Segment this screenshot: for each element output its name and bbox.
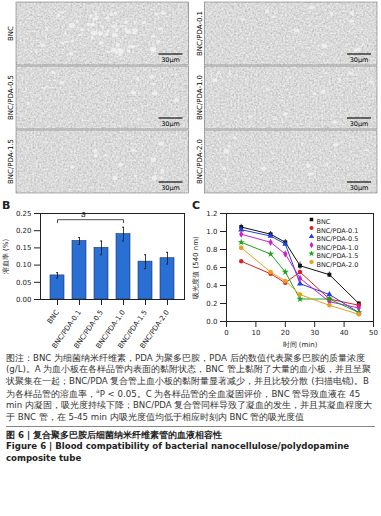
svg-text:0.4: 0.4 xyxy=(206,282,218,290)
svg-text:BNC/PDA-0.1: BNC/PDA-0.1 xyxy=(196,11,204,56)
svg-text:0.2: 0.2 xyxy=(206,300,217,308)
svg-text:BNC/PDA-0.1: BNC/PDA-0.1 xyxy=(50,308,83,351)
html-text:B: B xyxy=(2,199,11,212)
svg-text:40: 40 xyxy=(340,329,349,337)
svg-text:0.00: 0.00 xyxy=(16,296,32,304)
svg-text:10: 10 xyxy=(251,329,260,337)
svg-text:0.05: 0.05 xyxy=(16,279,32,287)
svg-text:BNC: BNC xyxy=(7,26,15,41)
svg-text:30: 30 xyxy=(310,329,319,337)
html-text:C: C xyxy=(192,199,201,212)
svg-text:BNC/PDA-1.5: BNC/PDA-1.5 xyxy=(116,308,149,351)
svg-text:BNC/PDA-1.0: BNC/PDA-1.0 xyxy=(317,244,359,252)
svg-text:BNC/PDA-0.5: BNC/PDA-0.5 xyxy=(72,308,105,351)
svg-text:0.0: 0.0 xyxy=(206,318,217,326)
svg-text:0: 0 xyxy=(224,329,228,337)
svg-text:a: a xyxy=(81,210,86,219)
svg-text:30μm: 30μm xyxy=(161,184,180,192)
svg-text:30μm: 30μm xyxy=(161,56,180,64)
svg-text:BNC/PDA-0.5: BNC/PDA-0.5 xyxy=(317,235,359,243)
svg-text:0.6: 0.6 xyxy=(206,264,218,272)
svg-text:BNC: BNC xyxy=(46,309,61,326)
svg-text:时间 (min): 时间 (min) xyxy=(283,341,318,349)
svg-text:BNC/PDA-1.5: BNC/PDA-1.5 xyxy=(7,139,15,184)
svg-text:吸光度值 (540 nm): 吸光度值 (540 nm) xyxy=(192,236,200,299)
svg-text:BNC/PDA-1.0: BNC/PDA-1.0 xyxy=(196,75,204,120)
svg-text:BNC/PDA-0.5: BNC/PDA-0.5 xyxy=(7,75,15,120)
svg-text:30μm: 30μm xyxy=(161,120,180,128)
svg-text:BNC/PDA-2.0: BNC/PDA-2.0 xyxy=(196,139,204,184)
html-text:Figure 6 | Blood compatibility: Figure 6 | Blood compatibility of bacter… xyxy=(6,441,350,463)
svg-text:20: 20 xyxy=(281,329,290,337)
svg-text:30μm: 30μm xyxy=(350,184,369,192)
svg-text:BNC/PDA-0.1: BNC/PDA-0.1 xyxy=(317,227,359,235)
html-text:图 6 | 复合聚多巴胺后细菌纳米纤维素管的血液相容性: 图 6 | 复合聚多巴胺后细菌纳米纤维素管的血液相容性 xyxy=(6,429,223,440)
svg-text:溶血率 (%): 溶血率 (%) xyxy=(2,239,10,275)
svg-text:BNC/PDA-2.0: BNC/PDA-2.0 xyxy=(317,261,359,269)
svg-text:0.20: 0.20 xyxy=(16,227,32,235)
svg-text:1.0: 1.0 xyxy=(206,228,217,236)
svg-text:30μm: 30μm xyxy=(350,120,369,128)
svg-text:50: 50 xyxy=(369,329,378,337)
svg-text:BNC: BNC xyxy=(317,218,331,226)
svg-text:0.8: 0.8 xyxy=(206,246,217,254)
svg-text:0.15: 0.15 xyxy=(16,244,32,252)
svg-text:0.10: 0.10 xyxy=(16,261,32,269)
svg-text:0.25: 0.25 xyxy=(16,210,32,218)
svg-text:BNC/PDA-1.0: BNC/PDA-1.0 xyxy=(94,308,127,351)
svg-text:BNC/PDA-1.5: BNC/PDA-1.5 xyxy=(317,252,359,260)
html-text:图注：BNC 为细菌纳米纤维素，PDA 为聚多巴胺，PDA: 图注：BNC 为细菌纳米纤维素，PDA 为聚多巴胺，PDA 后的数值代表聚多巴胺… xyxy=(6,353,373,422)
svg-text:1.2: 1.2 xyxy=(206,210,217,218)
svg-text:BNC/PDA-2.0: BNC/PDA-2.0 xyxy=(139,309,171,349)
svg-text:30μm: 30μm xyxy=(350,56,369,64)
